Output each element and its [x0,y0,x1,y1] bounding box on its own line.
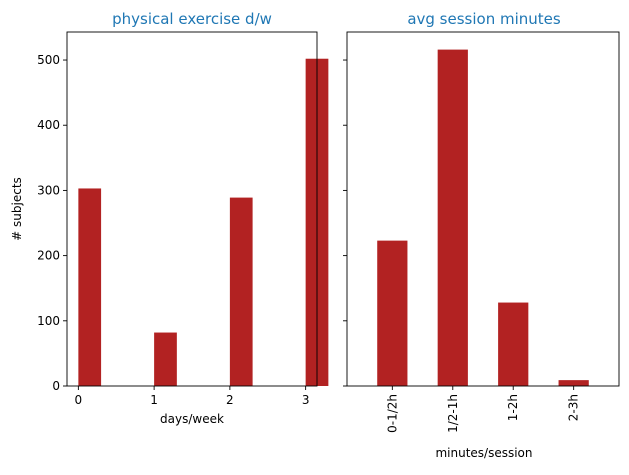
left-bar [229,197,253,386]
right-x-tick-label: 2-3h [567,394,581,421]
left-bar [78,188,102,386]
right-chart-title: avg session minutes [407,10,561,28]
right-bars [377,49,589,387]
left-plot-frame [66,31,318,387]
left-y-tick-label: 400 [37,118,60,132]
left-bar [154,332,177,386]
panel-physical-exercise: physical exercise d/w 0 100 200 300 400 500 0 1… [10,10,329,426]
left-y-tick-label: 0 [52,379,60,393]
left-x-tick-label: 1 [150,393,158,407]
left-x-axis-label: days/week [160,412,224,426]
left-y-tick-label: 200 [37,249,60,263]
left-y-axis-label: # subjects [10,177,24,241]
left-y-tick-label: 100 [37,314,60,328]
right-x-axis-label: minutes/session [435,446,532,460]
right-axis-ticks: 0-1/2h 1/2-1h 1-2h 2-3h [343,59,581,433]
right-bar [377,240,408,386]
left-x-tick-label: 0 [75,393,83,407]
right-bar [498,302,529,386]
right-x-tick-label: 1/2-1h [446,394,460,433]
panel-avg-session: avg session minutes 0-1/2h 1/2-1h 1-2h 2-3h… [343,10,620,460]
right-x-tick-label: 1-2h [506,394,520,421]
left-y-tick-label: 500 [37,53,60,67]
left-axis-ticks: 0 100 200 300 400 500 0 1 2 3 [37,53,309,407]
right-plot-frame [346,31,620,387]
left-chart-title: physical exercise d/w [112,10,272,28]
left-x-tick-label: 3 [302,393,310,407]
right-bar [437,49,468,387]
left-bars [78,58,329,387]
left-x-tick-label: 2 [226,393,234,407]
left-y-tick-label: 300 [37,183,60,197]
right-bar [558,380,589,386]
right-x-tick-label: 0-1/2h [385,394,399,433]
